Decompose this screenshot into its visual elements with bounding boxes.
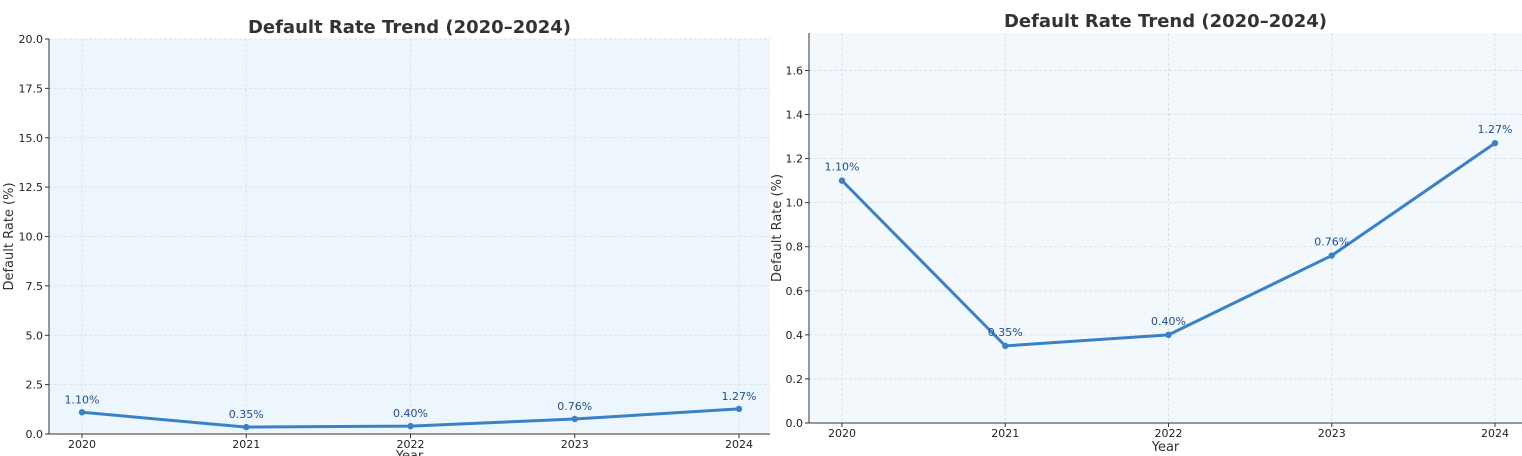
y-tick-label: 0.8 bbox=[786, 241, 804, 254]
data-label: 1.27% bbox=[1478, 123, 1513, 136]
data-label: 0.76% bbox=[1314, 236, 1349, 249]
x-tick-label: 2022 bbox=[1155, 427, 1183, 440]
x-tick-label: 2024 bbox=[1481, 427, 1509, 440]
y-tick-label: 0.6 bbox=[786, 285, 804, 298]
y-tick-label: 1.0 bbox=[786, 197, 804, 210]
data-label: 0.40% bbox=[393, 407, 428, 420]
y-tick-label: 0.0 bbox=[786, 417, 804, 430]
y-tick-label: 15.0 bbox=[19, 132, 44, 145]
x-tick-label: 2022 bbox=[397, 438, 425, 451]
data-label: 0.35% bbox=[988, 326, 1023, 339]
y-tick-label: 0.4 bbox=[786, 329, 804, 342]
data-label: 1.27% bbox=[722, 390, 757, 403]
y-tick-label: 0.0 bbox=[26, 428, 44, 441]
y-axis-label: Default Rate (%) bbox=[770, 174, 785, 282]
x-tick-label: 2020 bbox=[828, 427, 856, 440]
data-point bbox=[838, 177, 846, 184]
data-point bbox=[407, 422, 414, 430]
data-point bbox=[78, 409, 86, 416]
x-tick-label: 2021 bbox=[991, 427, 1019, 440]
y-tick-label: 5.0 bbox=[26, 329, 44, 342]
x-tick-label: 2021 bbox=[232, 438, 260, 451]
data-point bbox=[1165, 331, 1172, 339]
chart-left: 0.0 2.5 5.0 7.5 10.0 12.5 15.0 17.5 20.0 2020 2021… bbox=[2, 17, 770, 456]
chart-right: 0.0 0.2 0.4 0.6 0.8 1.0 1.2 1.4 1.6 2020 2021 2022 2… bbox=[770, 11, 1522, 455]
y-tick-label: 7.5 bbox=[26, 280, 44, 293]
chart-title: Default Rate Trend (2020–2024) bbox=[248, 17, 571, 38]
y-tick-label: 2.5 bbox=[26, 379, 44, 392]
data-point bbox=[571, 415, 578, 423]
data-label: 0.35% bbox=[229, 408, 264, 421]
x-tick-label: 2023 bbox=[561, 438, 589, 451]
y-tick-label: 10.0 bbox=[19, 231, 44, 244]
data-point bbox=[1328, 252, 1335, 259]
x-tick-label: 2024 bbox=[725, 438, 753, 451]
plot-area bbox=[809, 33, 1522, 423]
y-tick-label: 1.6 bbox=[786, 64, 804, 77]
y-tick-label: 17.5 bbox=[19, 82, 44, 95]
data-point bbox=[243, 423, 250, 431]
data-label: 1.10% bbox=[65, 393, 100, 406]
data-label: 0.76% bbox=[557, 400, 592, 413]
data-point bbox=[1002, 342, 1009, 350]
y-tick-label: 12.5 bbox=[19, 181, 44, 194]
data-point bbox=[735, 405, 743, 413]
x-axis-label: Year bbox=[1151, 440, 1180, 455]
data-point bbox=[1491, 139, 1499, 147]
x-tick-label: 2020 bbox=[68, 438, 96, 451]
data-label: 0.40% bbox=[1151, 315, 1186, 328]
data-label: 1.10% bbox=[825, 161, 860, 174]
y-tick-label: 0.2 bbox=[786, 373, 804, 386]
x-tick-label: 2023 bbox=[1318, 427, 1346, 440]
y-axis-label: Default Rate (%) bbox=[2, 182, 17, 290]
y-tick-label: 20.0 bbox=[19, 33, 44, 46]
x-axis-label: Year bbox=[395, 449, 424, 456]
y-tick-label: 1.4 bbox=[786, 109, 804, 122]
chart-title: Default Rate Trend (2020–2024) bbox=[1004, 11, 1327, 32]
y-tick-label: 1.2 bbox=[786, 153, 804, 166]
